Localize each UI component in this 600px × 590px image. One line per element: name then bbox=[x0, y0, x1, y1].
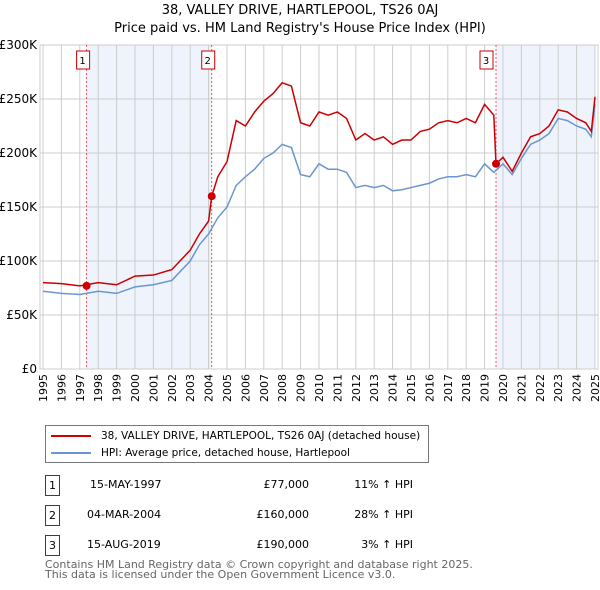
series-line bbox=[42, 81, 596, 287]
sale-point bbox=[82, 281, 91, 290]
x-tick-label: 1997 bbox=[74, 374, 87, 402]
marker-badge: 3 bbox=[45, 535, 60, 556]
x-tick-label: 2002 bbox=[166, 374, 179, 402]
price-chart: 1995 1996 1997 1998 1999 2000 2001 2002 2003 2004… bbox=[0, 38, 600, 402]
transaction-hpi: 3% ↑ HPI bbox=[361, 538, 413, 551]
transaction-hpi: 11% ↑ HPI bbox=[354, 478, 413, 491]
y-tick-label: £150K bbox=[0, 200, 38, 214]
sale-point bbox=[207, 192, 216, 201]
x-tick-label: 2018 bbox=[460, 374, 473, 402]
marker-badge: 1 bbox=[45, 475, 60, 496]
marker-label: 1 bbox=[79, 56, 85, 67]
x-tick-label: 2001 bbox=[147, 374, 160, 402]
x-tick-label: 2021 bbox=[515, 374, 528, 402]
x-tick-label: 2008 bbox=[276, 374, 289, 402]
chart-title: 38, VALLEY DRIVE, HARTLEPOOL, TS26 0AJ bbox=[161, 3, 439, 18]
footer: Contains HM Land Registry data © Crown c… bbox=[45, 558, 473, 581]
legend-label: HPI: Average price, detached house, Hart… bbox=[101, 447, 350, 459]
footer-line: Contains HM Land Registry data © Crown c… bbox=[45, 558, 473, 571]
y-tick-label: £50K bbox=[6, 308, 38, 322]
marker-box bbox=[201, 50, 216, 70]
transaction-date: 04-MAR-2004 bbox=[87, 508, 162, 521]
x-tick-label: 2022 bbox=[534, 374, 547, 402]
x-tick-label: 2011 bbox=[331, 374, 344, 402]
x-tick-label: 2007 bbox=[258, 374, 271, 402]
x-tick-label: 2004 bbox=[203, 374, 216, 402]
transaction-row: 2 04-MAR-2004 £160,000 28% ↑ HPI bbox=[45, 505, 445, 526]
transaction-hpi: 28% ↑ HPI bbox=[354, 508, 413, 521]
transaction-date: 15-AUG-2019 bbox=[87, 538, 161, 551]
legend: 38, VALLEY DRIVE, HARTLEPOOL, TS26 0AJ (… bbox=[45, 425, 429, 463]
marker-badge: 2 bbox=[45, 505, 60, 526]
marker-label: 2 bbox=[205, 56, 211, 67]
x-tick-label: 2024 bbox=[571, 374, 584, 402]
transaction-price: £77,000 bbox=[263, 478, 310, 491]
x-tick-label: 2010 bbox=[313, 374, 326, 402]
legend-label: 38, VALLEY DRIVE, HARTLEPOOL, TS26 0AJ (… bbox=[101, 430, 421, 442]
x-tick-label: 2005 bbox=[221, 374, 234, 402]
transaction-row: 1 15-MAY-1997 £77,000 11% ↑ HPI bbox=[45, 475, 445, 496]
y-tick-label: £300K bbox=[0, 38, 38, 52]
x-tick-label: 2019 bbox=[479, 374, 492, 402]
x-tick-label: 2012 bbox=[350, 374, 363, 402]
legend-item-property: 38, VALLEY DRIVE, HARTLEPOOL, TS26 0AJ (… bbox=[51, 430, 420, 442]
transaction-row: 3 15-AUG-2019 £190,000 3% ↑ HPI bbox=[45, 535, 445, 556]
x-tick-label: 2025 bbox=[589, 374, 600, 402]
transaction-price: £160,000 bbox=[256, 508, 310, 521]
x-tick-label: 2023 bbox=[552, 374, 565, 402]
footer-line: This data is licensed under the Open Gov… bbox=[45, 568, 396, 581]
x-tick-label: 1999 bbox=[111, 374, 124, 402]
legend-swatch-red bbox=[51, 435, 91, 437]
x-tick-label: 2006 bbox=[239, 374, 252, 402]
legend-item-hpi: HPI: Average price, detached house, Hart… bbox=[51, 447, 350, 459]
x-tick-label: 2003 bbox=[184, 374, 197, 402]
transaction-price: £190,000 bbox=[256, 538, 310, 551]
y-tick-label: £100K bbox=[0, 254, 38, 268]
x-tick-label: 1998 bbox=[92, 374, 105, 402]
x-tick-label: 2017 bbox=[442, 374, 455, 402]
x-tick-label: 2016 bbox=[423, 374, 436, 402]
y-tick-label: £250K bbox=[0, 92, 38, 106]
x-tick-label: 2000 bbox=[129, 374, 142, 402]
marker-box bbox=[479, 50, 494, 70]
legend-swatch-blue bbox=[51, 452, 91, 454]
x-tick-label: 2014 bbox=[387, 374, 400, 402]
sale-point bbox=[492, 159, 501, 168]
x-tick-label: 2015 bbox=[405, 374, 418, 402]
marker-box bbox=[76, 50, 91, 70]
x-tick-label: 2009 bbox=[295, 374, 308, 402]
x-tick-label: 1995 bbox=[37, 374, 50, 402]
series-line bbox=[42, 104, 596, 296]
y-tick-label: £0 bbox=[22, 362, 37, 376]
marker-label: 3 bbox=[483, 56, 489, 67]
y-tick-label: £200K bbox=[0, 146, 38, 160]
transaction-date: 15-MAY-1997 bbox=[90, 478, 162, 491]
x-tick-label: 2013 bbox=[368, 374, 381, 402]
chart-subtitle: Price paid vs. HM Land Registry's House … bbox=[114, 21, 486, 36]
x-tick-label: 1996 bbox=[55, 374, 68, 402]
x-tick-label: 2020 bbox=[497, 374, 510, 402]
